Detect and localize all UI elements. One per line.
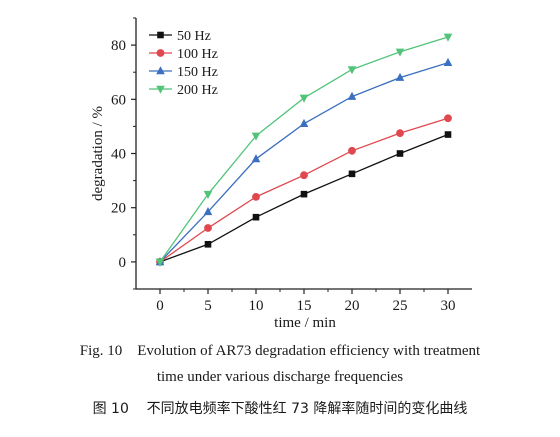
- y-tick-label: 60: [111, 92, 126, 108]
- series-100hz: [156, 114, 452, 266]
- data-point: [348, 170, 356, 178]
- y-tick-label: 80: [111, 38, 126, 54]
- y-axis-label: degradation / %: [90, 106, 106, 201]
- x-axis-label: time / min: [274, 315, 336, 331]
- legend-label: 200 Hz: [177, 83, 218, 98]
- series-50hz: [156, 131, 452, 266]
- legend-marker: [156, 85, 165, 94]
- data-point: [347, 66, 357, 75]
- figure-caption-en-line2: time under various discharge frequencies: [156, 369, 404, 385]
- chart-series-layer: [155, 33, 453, 267]
- legend-marker: [156, 49, 165, 57]
- legend-entry: 100 Hz: [149, 47, 218, 62]
- data-point: [155, 258, 165, 267]
- data-point: [443, 33, 453, 42]
- data-point: [252, 213, 260, 221]
- legend-entry: 50 Hz: [149, 29, 211, 44]
- line-chart: 0 5 10 15 20 25 30 0 20 40 60 80 50 Hz 100 Hz 150 Hz 2…: [90, 17, 472, 331]
- legend-marker: [156, 66, 165, 75]
- data-point: [299, 94, 309, 103]
- legend-label: 100 Hz: [177, 47, 218, 62]
- x-tick-label: 0: [156, 298, 164, 314]
- data-point: [444, 131, 452, 138]
- data-point: [396, 129, 404, 138]
- data-point: [252, 192, 260, 201]
- x-tick-label: 15: [297, 298, 312, 314]
- data-point: [348, 146, 356, 155]
- legend-label: 150 Hz: [177, 65, 218, 80]
- data-point: [251, 132, 261, 141]
- series-200hz: [155, 33, 453, 267]
- x-tick-label: 25: [393, 298, 408, 314]
- y-tick-label: 40: [111, 147, 126, 163]
- x-tick-label: 30: [441, 298, 456, 314]
- y-tick-label: 0: [119, 255, 127, 271]
- x-tick-label: 20: [345, 298, 360, 314]
- legend-entry: 150 Hz: [149, 65, 218, 80]
- data-point: [203, 206, 213, 216]
- data-point: [396, 150, 404, 157]
- data-point: [299, 118, 309, 127]
- x-tick-label: 5: [204, 298, 212, 314]
- data-point: [300, 190, 308, 198]
- data-point: [204, 240, 212, 248]
- series-150hz: [155, 57, 453, 266]
- chart-axes: 0 5 10 15 20 25 30 0 20 40 60 80: [111, 17, 472, 314]
- data-point: [395, 48, 405, 57]
- figure-caption-en-line1: Fig. 10 Evolution of AR73 degradation ef…: [79, 343, 481, 359]
- legend-entry: 200 Hz: [149, 83, 218, 98]
- data-point: [203, 190, 213, 199]
- data-point: [251, 154, 261, 163]
- legend-marker: [157, 31, 164, 39]
- x-tick-label: 10: [249, 298, 264, 314]
- data-point: [347, 91, 357, 100]
- data-point: [443, 57, 453, 67]
- data-point: [395, 72, 405, 81]
- series-line: [159, 117, 449, 263]
- figure-caption-zh: 图 10 不同放电频率下酸性红 73 降解率随时间的变化曲线: [92, 401, 468, 417]
- data-point: [300, 171, 308, 180]
- legend-label: 50 Hz: [177, 29, 211, 44]
- data-point: [444, 114, 452, 123]
- chart-legend: 50 Hz 100 Hz 150 Hz 200 Hz: [149, 29, 218, 98]
- data-point: [204, 224, 212, 232]
- y-tick-label: 20: [111, 201, 126, 217]
- series-line: [159, 133, 449, 263]
